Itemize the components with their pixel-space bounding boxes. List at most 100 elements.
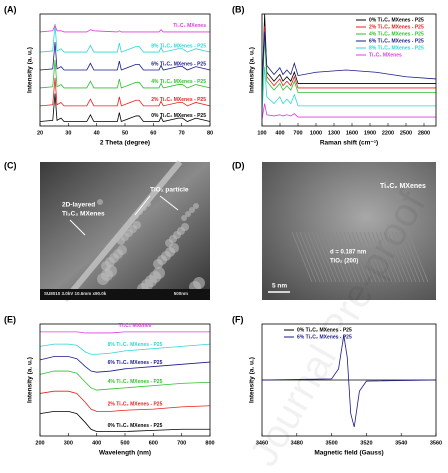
x-tick-label: 3500 <box>325 440 337 446</box>
particle <box>189 207 195 213</box>
series-line <box>39 24 210 33</box>
x-tick-label: 700 <box>293 130 302 136</box>
x-tick-label: 3540 <box>395 440 407 446</box>
x-tick-label: 300 <box>64 440 73 446</box>
x-tick-label: 3520 <box>360 440 372 446</box>
lattice-fringe <box>367 231 389 283</box>
particle <box>133 213 139 219</box>
lattice-fringe <box>347 231 369 283</box>
legend-label: 6% Ti₃C₂ MXenes - P25 <box>151 61 206 67</box>
y-axis-label: Intensity (a. u.) <box>27 47 34 93</box>
series-line <box>40 331 210 334</box>
lattice-fringe <box>311 231 333 283</box>
series-line <box>261 26 436 97</box>
particle <box>117 237 125 245</box>
lattice-fringe <box>387 231 409 283</box>
x-tick-label: 3460 <box>256 440 268 446</box>
x-tick-label: 2500 <box>400 130 412 136</box>
plot-frame <box>39 13 211 127</box>
plot-frame <box>39 323 211 437</box>
series-line <box>39 41 211 71</box>
lattice-fringe <box>327 231 349 283</box>
series-line <box>261 103 436 120</box>
lattice-fringe <box>299 231 321 283</box>
series-line <box>39 24 211 53</box>
x-tick-label: 400 <box>275 130 284 136</box>
series-line <box>39 390 211 412</box>
panel-label: (F) <box>232 314 244 324</box>
lattice-fringe <box>359 231 381 283</box>
x-tick-label: 1600 <box>346 130 358 136</box>
legend-label: 4% Ti₃C₂ MXenes - P25 <box>369 31 424 37</box>
x-tick-label: 50 <box>122 130 128 136</box>
series-line <box>261 31 437 86</box>
x-axis-label: Raman shift (cm⁻¹) <box>320 140 378 147</box>
series-line <box>39 343 211 355</box>
annotation: d = 0.187 nm <box>330 250 366 256</box>
x-tick-label: 400 <box>92 440 101 446</box>
lattice-fringe <box>339 231 361 283</box>
x-tick-label: 40 <box>94 130 100 136</box>
particle <box>153 259 163 269</box>
particle <box>101 261 111 271</box>
series-line <box>261 66 436 113</box>
legend-label: 8% Ti₃C₂ MXenes - P25 <box>369 45 424 51</box>
lattice-fringe <box>323 231 345 283</box>
lattice-fringe <box>395 231 417 283</box>
x-tick-label: 1300 <box>328 130 340 136</box>
panel-label: (E) <box>4 314 16 324</box>
x-tick-label: 2800 <box>418 130 430 136</box>
x-tick-label: 2200 <box>382 130 394 136</box>
series-line <box>261 13 436 93</box>
legend-label: 6% Ti₃C₂ MXenes - P25 <box>297 334 352 340</box>
panel-label: (C) <box>4 160 17 170</box>
legend-label: 6% Ti₃C₂ MXenes - P25 <box>369 38 424 44</box>
lattice-fringe <box>307 231 329 283</box>
x-tick-label: 500 <box>120 440 129 446</box>
legend-label: 0% Ti₃C₂ MXenes - P25 <box>297 327 352 333</box>
lattice-fringe <box>351 231 373 283</box>
legend-label: 4% Ti₃C₂ MXenes - P25 <box>108 379 163 385</box>
x-tick-label: 700 <box>177 440 186 446</box>
x-tick-label: 80 <box>207 130 213 136</box>
plot-frame <box>261 13 437 127</box>
x-tick-label: 800 <box>205 440 214 446</box>
annotation: TiO₂ particle <box>150 187 189 194</box>
particle <box>145 201 151 207</box>
sheet-edge <box>62 160 183 302</box>
x-tick-label: 1000 <box>310 130 322 136</box>
tem-image <box>262 162 436 300</box>
legend-label: 2% Ti₃C₂ MXenes - P25 <box>151 97 206 103</box>
lattice-fringe <box>291 231 313 283</box>
annotation: SU8010 3.0kV 10.6mm x90.0k <box>44 291 107 296</box>
annotation: Ti₃C₂ MXenes <box>62 211 105 218</box>
lattice-fringe <box>383 231 405 283</box>
annotation: 2D-layered <box>62 202 95 209</box>
x-tick-label: 200 <box>35 440 44 446</box>
lattice-fringe <box>391 231 413 283</box>
legend-label: 0% Ti₃C₂ MXenes - P25 <box>108 423 163 429</box>
panel-label: (D) <box>232 160 245 170</box>
lattice-fringe <box>403 231 425 283</box>
x-tick-label: 70 <box>179 130 185 136</box>
particle <box>165 239 173 247</box>
particle <box>97 199 103 205</box>
annotation: TiO₂ (200) <box>330 259 358 265</box>
lattice-fringe <box>371 231 393 283</box>
legend-label: 6% Ti₃C₂ MXenes - P25 <box>108 360 163 366</box>
y-axis-label: Intensity (a. u.) <box>249 357 256 403</box>
legend-label: 2% Ti₃C₂ MXenes - P25 <box>108 402 163 408</box>
legend-label: 8% Ti₃C₂ MXenes - P25 <box>151 43 206 49</box>
lattice-fringe <box>407 231 429 283</box>
series-line <box>39 93 211 123</box>
x-tick-label: 60 <box>150 130 156 136</box>
x-axis-label: Magnetic field (Gauss) <box>314 450 383 457</box>
particle <box>185 211 191 217</box>
series-line <box>261 36 436 102</box>
info-bar <box>40 289 210 300</box>
particle <box>193 203 199 209</box>
series-line <box>39 370 211 391</box>
lattice-fringe <box>331 231 353 283</box>
lattice-fringe <box>355 231 377 283</box>
series-line <box>39 59 211 89</box>
